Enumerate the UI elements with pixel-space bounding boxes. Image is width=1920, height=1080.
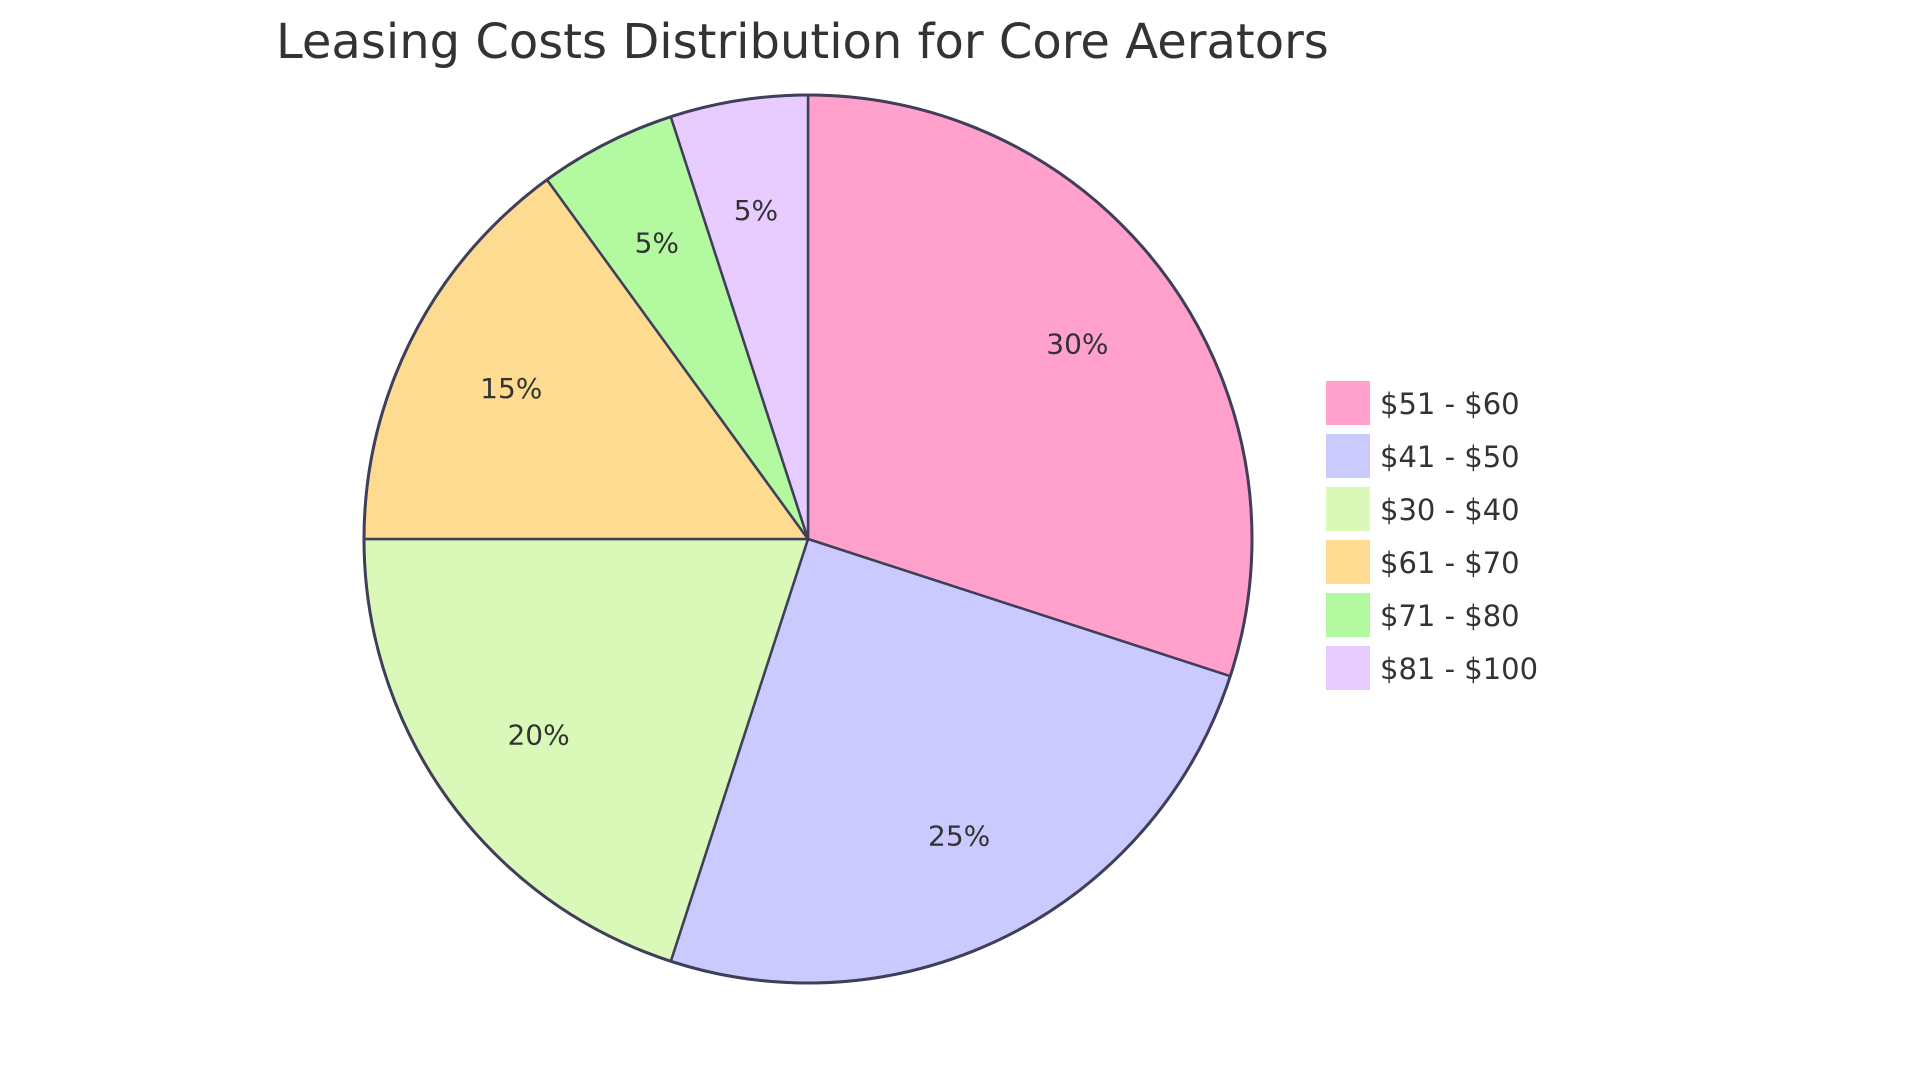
pie-outline xyxy=(362,93,1254,985)
chart-title: Leasing Costs Distribution for Core Aera… xyxy=(276,14,1329,70)
slice-label: 5% xyxy=(734,194,778,227)
slice-label: 30% xyxy=(1046,327,1108,360)
legend-label: $61 - $70 xyxy=(1380,546,1520,580)
pie-slices xyxy=(362,93,1254,985)
legend-swatch xyxy=(1326,540,1370,584)
legend-label: $51 - $60 xyxy=(1380,387,1520,421)
legend-swatch xyxy=(1326,646,1370,690)
slice-label: 15% xyxy=(480,372,542,405)
slice-labels: 30% 25% 20% 15% 5% 5% xyxy=(480,194,1108,853)
legend-label: $41 - $50 xyxy=(1380,440,1520,474)
slice-label: 5% xyxy=(635,226,679,259)
legend-swatch xyxy=(1326,593,1370,637)
legend-swatch xyxy=(1326,434,1370,478)
legend-label: $30 - $40 xyxy=(1380,493,1520,527)
legend-swatch xyxy=(1326,487,1370,531)
slice-label: 20% xyxy=(507,719,569,752)
legend-swatch xyxy=(1326,381,1370,425)
slice-label: 25% xyxy=(928,820,990,853)
legend-label: $71 - $80 xyxy=(1380,599,1520,633)
legend: $51 - $60 $41 - $50 $30 - $40 $61 - $70 $71 … xyxy=(1326,381,1538,690)
legend-label: $81 - $100 xyxy=(1380,652,1538,686)
